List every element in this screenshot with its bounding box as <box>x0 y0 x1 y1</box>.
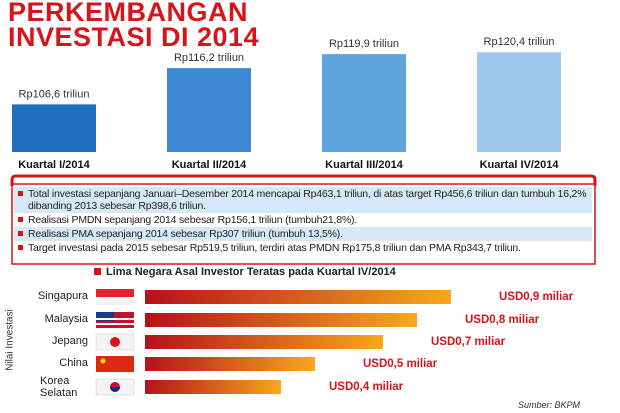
separator <box>10 174 597 186</box>
value-label: USD0,8 miliar <box>465 314 540 326</box>
y-tick-label: Singapura <box>37 290 88 302</box>
notes: Total investasi sepanjang Januari–Desemb… <box>14 187 592 255</box>
y-tick-label: Malaysia <box>44 313 88 325</box>
value-label: Rp106,6 triliun <box>19 88 90 100</box>
x-tick-label: Kuartal IV/2014 <box>480 159 560 171</box>
bar <box>145 380 281 394</box>
value-label: USD0,5 miliar <box>363 358 438 370</box>
flags <box>95 289 135 396</box>
bar <box>12 104 96 152</box>
y-tick-label: Jepang <box>51 335 88 347</box>
y-axis-label: Nilai Investasi <box>5 309 16 371</box>
note: Target investasi pada 2015 sebesar Rp519… <box>14 241 592 255</box>
notes-box <box>11 183 596 265</box>
y-tick-label: China <box>59 357 88 369</box>
value-label: USD0,9 miliar <box>499 291 574 303</box>
note: Total investasi sepanjang Januari–Desemb… <box>14 187 592 213</box>
value-label: USD0,7 miliar <box>431 336 506 348</box>
bar <box>322 54 406 152</box>
x-tick-label: Kuartal II/2014 <box>172 159 247 171</box>
y-tick-label: Korea Selatan <box>40 375 78 399</box>
value-label: USD0,4 miliar <box>329 381 404 393</box>
x-tick-label: Kuartal I/2014 <box>18 159 90 171</box>
note: Realisasi PMDN sepanjang 2014 sebesar Rp… <box>14 213 592 227</box>
value-label: Rp116,2 triliun <box>174 52 244 64</box>
title: PERKEMBANGAN INVESTASI DI 2014 <box>8 0 260 52</box>
bar <box>145 335 383 349</box>
bar <box>477 52 561 153</box>
value-label: Rp120,4 triliun <box>484 36 555 48</box>
x-tick-label: Kuartal III/2014 <box>325 159 404 171</box>
bar <box>145 313 417 327</box>
bar <box>167 68 251 152</box>
bar <box>145 290 451 304</box>
note: Realisasi PMA sepanjang 2014 sebesar Rp3… <box>14 227 592 241</box>
legend-marker <box>94 268 101 275</box>
source: Sumber: BKPM <box>517 400 580 410</box>
bar <box>145 357 315 371</box>
value-label: Rp119,9 triliun <box>329 38 399 50</box>
chart-title: Lima Negara Asal Investor Teratas pada K… <box>106 266 397 278</box>
